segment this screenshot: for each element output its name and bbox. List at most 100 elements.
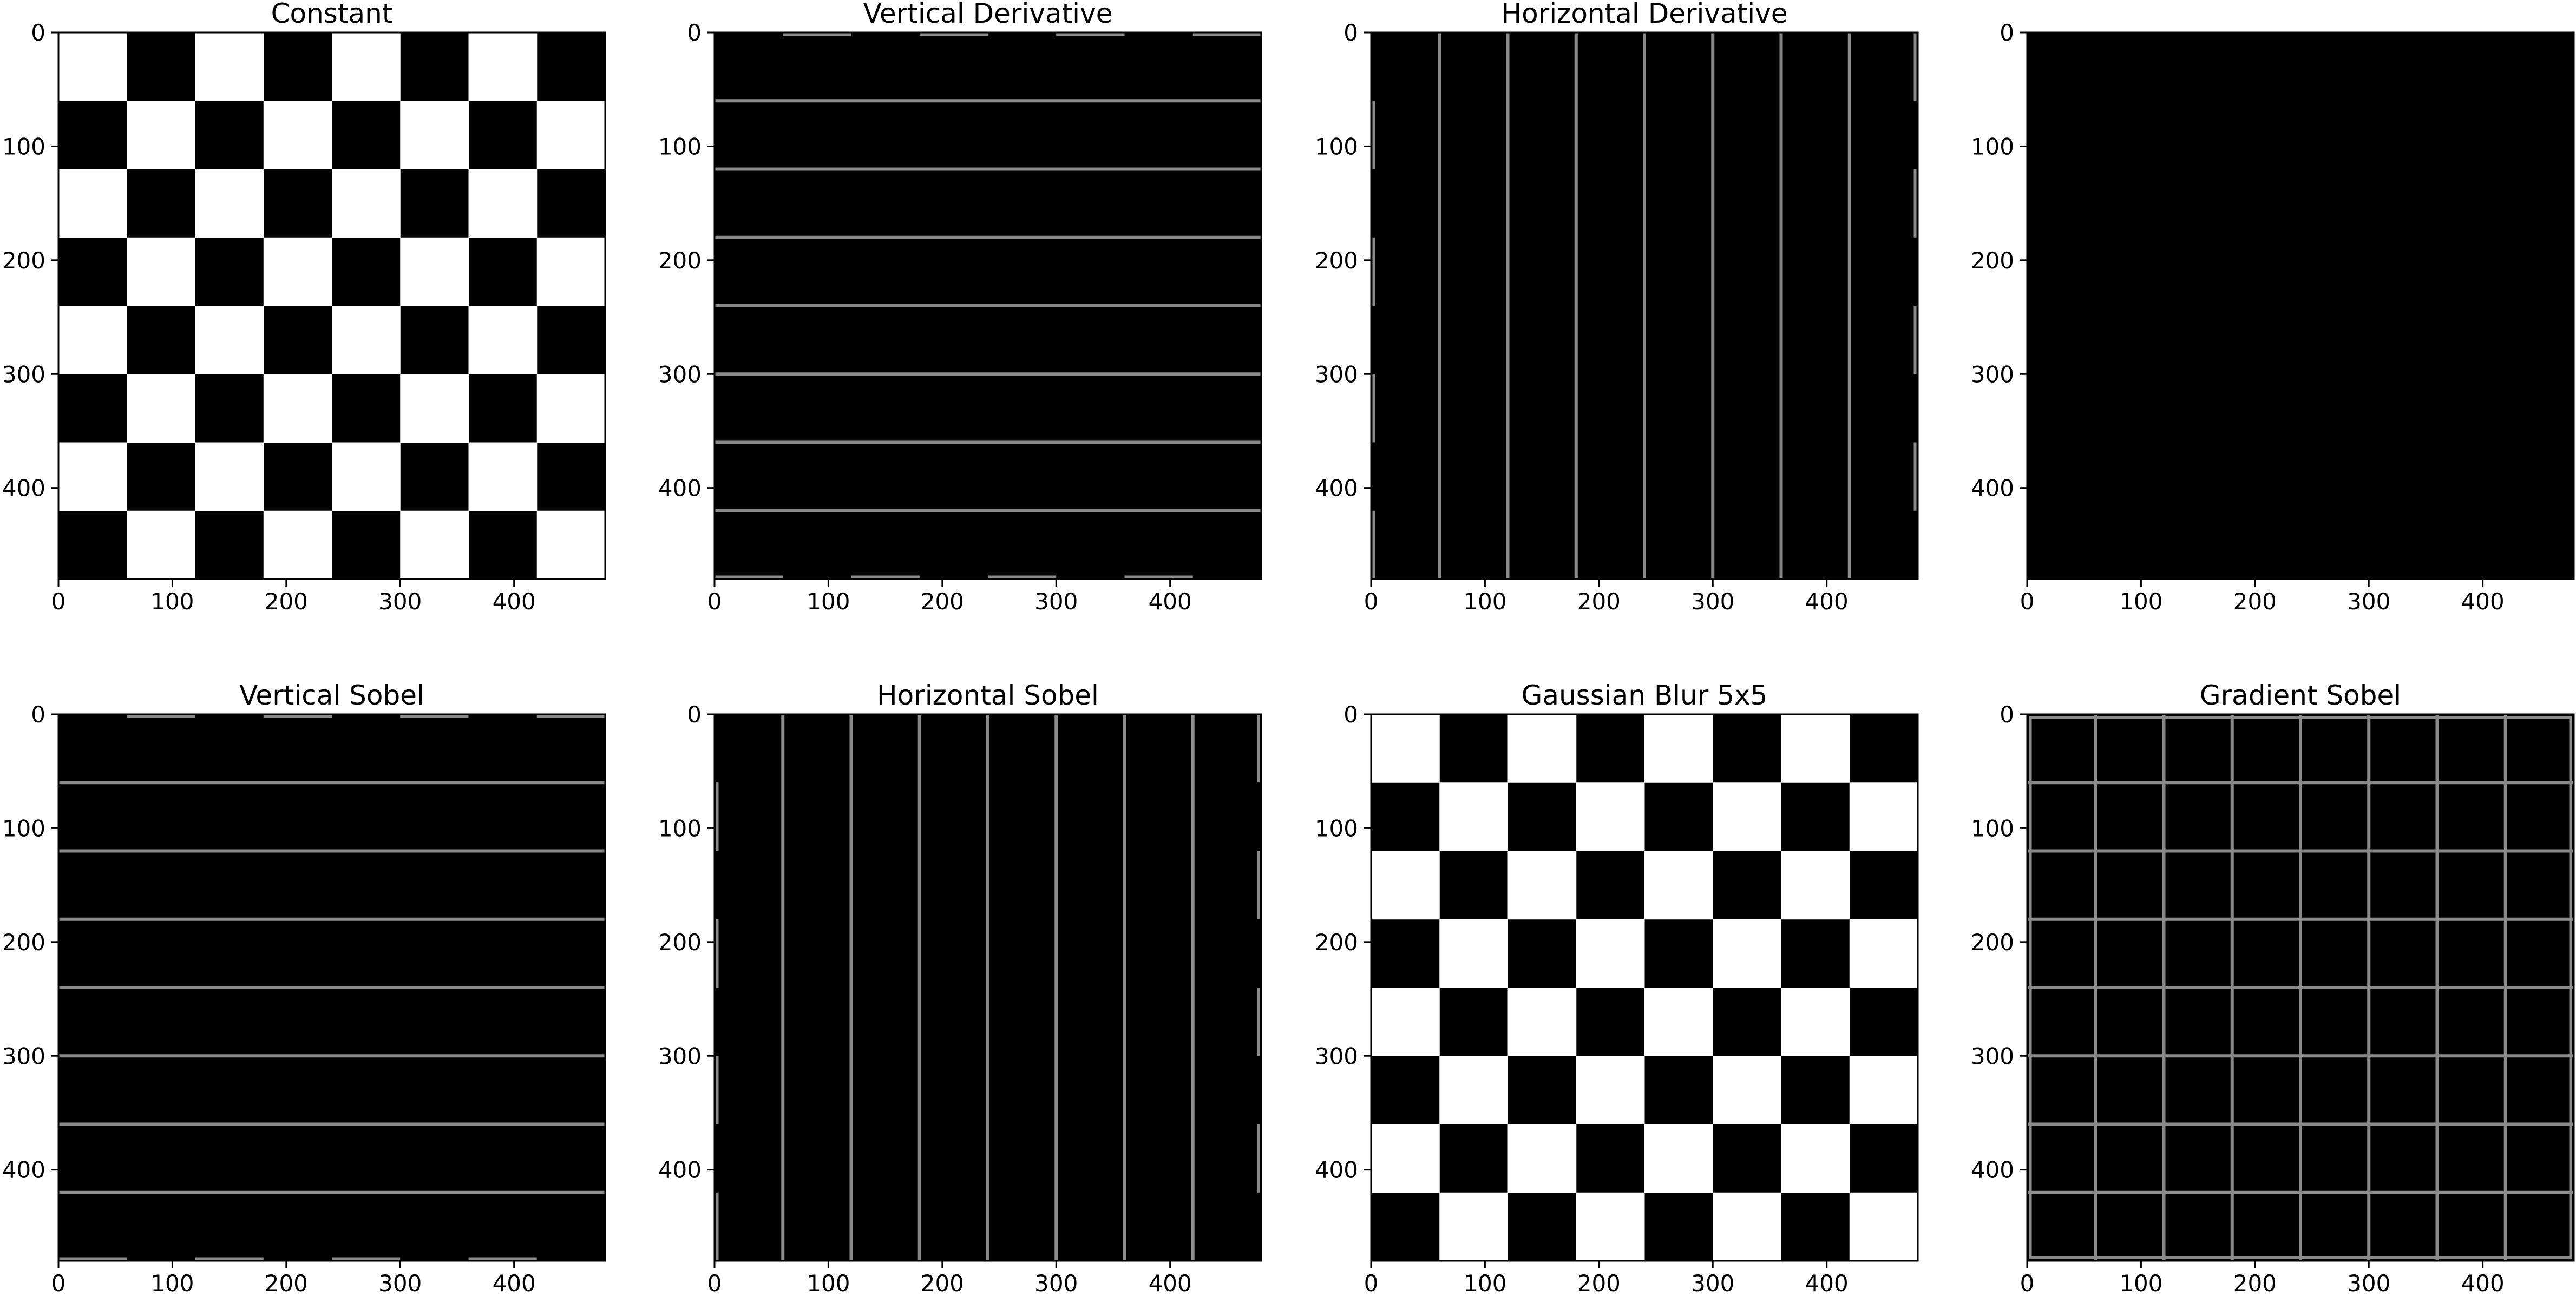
y-tick-label: 300 xyxy=(2,1043,45,1069)
y-tick-label: 100 xyxy=(658,815,702,841)
x-tick-label: 0 xyxy=(707,588,722,615)
x-tick-label: 100 xyxy=(150,588,194,615)
axes-frame xyxy=(713,31,1262,580)
x-tick-label: 100 xyxy=(1463,1270,1506,1296)
panel-title: Vertical Sobel xyxy=(239,680,424,711)
checker-cell xyxy=(1507,714,1577,783)
y-tick-label: 400 xyxy=(2,475,45,502)
checker-cell xyxy=(127,374,195,443)
checker-cell xyxy=(1507,988,1577,1056)
checker-cell xyxy=(468,169,538,238)
panel-6: Horizontal Sobel 0 100 200 300 400 0 100 200 300 4… xyxy=(658,680,1262,1296)
panel-title: Gaussian Blur 5x5 xyxy=(1522,680,1768,711)
checker-cell xyxy=(1713,782,1781,851)
checker-cell xyxy=(1439,1192,1508,1261)
y-tick-label: 200 xyxy=(1315,247,1358,274)
checker-cell xyxy=(536,374,606,443)
checker-cell xyxy=(263,510,332,580)
checker-cell xyxy=(1849,1056,1918,1124)
y-tick-label: 300 xyxy=(2,361,45,387)
checker-cell xyxy=(400,101,469,169)
checker-cell xyxy=(536,237,606,306)
x-tick-label: 200 xyxy=(265,1270,308,1296)
x-tick-label: 200 xyxy=(921,1270,964,1296)
panel-8: Gradient Sobel 0 100 200 300 400 0 100 200 300 400 xyxy=(1971,680,2575,1296)
checker-cell xyxy=(1507,851,1577,920)
checker-cell xyxy=(1371,988,1440,1056)
image-area xyxy=(2027,32,2574,579)
checker-cell xyxy=(1781,714,1850,783)
x-tick-label: 100 xyxy=(807,1270,850,1296)
y-tick-label: 100 xyxy=(658,133,702,160)
checker-cell xyxy=(468,442,538,511)
axes-frame xyxy=(1370,713,1919,1262)
checker-cell xyxy=(263,101,332,169)
y-tick-label: 200 xyxy=(2,247,45,274)
panel-title: Vertical Derivative xyxy=(863,0,1113,29)
panel-2: Vertical Derivative 0 100 200 300 400 0 100 200 3… xyxy=(658,0,1262,615)
checker-cell xyxy=(1644,851,1713,920)
axes-frame xyxy=(57,713,606,1262)
checker-cell xyxy=(536,101,606,169)
x-tick-label: 0 xyxy=(2020,1270,2035,1296)
y-tick-label: 400 xyxy=(1315,1157,1358,1183)
checker-cell xyxy=(1576,1192,1645,1261)
checker-cell xyxy=(1849,782,1918,851)
panel-title: Horizontal Derivative xyxy=(1502,0,1788,29)
checker-cell xyxy=(1781,1124,1850,1193)
checker-cell xyxy=(263,237,332,306)
y-tick-label: 0 xyxy=(31,19,45,46)
x-tick-label: 100 xyxy=(2119,1270,2162,1296)
y-tick-label: 400 xyxy=(658,1157,702,1183)
panel-3: Horizontal Derivative 0 100 200 300 400 0 100 20… xyxy=(1315,0,1919,615)
checker-cell xyxy=(1713,1056,1781,1124)
panel-5: Vertical Sobel 0 100 200 300 400 0 100 200 300 400 xyxy=(2,680,606,1296)
x-tick-label: 400 xyxy=(1805,588,1849,615)
x-tick-label: 300 xyxy=(1691,1270,1734,1296)
checker-cell xyxy=(58,32,127,101)
checker-cell xyxy=(1576,919,1645,988)
checker-cell xyxy=(195,32,264,101)
checker-cell xyxy=(1576,1056,1645,1124)
x-tick-label: 200 xyxy=(2233,1270,2277,1296)
y-tick-label: 200 xyxy=(1315,929,1358,956)
y-tick-label: 0 xyxy=(2000,701,2014,728)
y-tick-label: 300 xyxy=(1971,1043,2014,1069)
checker-cell xyxy=(400,237,469,306)
y-tick-label: 100 xyxy=(1971,815,2014,841)
checker-cell xyxy=(468,306,538,374)
y-tick-label: 100 xyxy=(1971,133,2014,160)
y-tick-label: 200 xyxy=(658,929,702,956)
y-tick-label: 400 xyxy=(2,1157,45,1183)
axes-frame xyxy=(57,31,606,580)
checker-cell xyxy=(195,442,264,511)
y-tick-label: 300 xyxy=(658,361,702,387)
checker-cell xyxy=(195,169,264,238)
checker-cell xyxy=(195,306,264,374)
checker-cell xyxy=(332,442,401,511)
x-tick-label: 300 xyxy=(2347,588,2390,615)
axes-frame xyxy=(2026,31,2575,580)
y-tick-label: 300 xyxy=(1315,1043,1358,1069)
checker-cell xyxy=(1644,988,1713,1056)
y-tick-label: 0 xyxy=(687,19,702,46)
x-tick-label: 400 xyxy=(493,588,536,615)
x-tick-label: 0 xyxy=(51,588,66,615)
x-tick-label: 0 xyxy=(1364,1270,1379,1296)
y-tick-label: 400 xyxy=(1971,475,2014,502)
x-tick-label: 100 xyxy=(1463,588,1506,615)
x-tick-label: 200 xyxy=(921,588,964,615)
panel-1: Constant 0 100 200 300 400 0 100 200 300 400 xyxy=(2,0,606,615)
x-tick-label: 0 xyxy=(51,1270,66,1296)
x-tick-label: 0 xyxy=(2020,588,2035,615)
checker-cell xyxy=(1713,1192,1781,1261)
x-tick-label: 400 xyxy=(1149,588,1192,615)
x-tick-label: 200 xyxy=(2233,588,2277,615)
x-tick-label: 300 xyxy=(2347,1270,2390,1296)
checker-cell xyxy=(127,237,195,306)
checker-cell xyxy=(263,374,332,443)
panel-title: Gradient Sobel xyxy=(2200,680,2401,711)
y-tick-label: 0 xyxy=(31,701,45,728)
checker-cell xyxy=(1507,1124,1577,1193)
checker-cell xyxy=(400,374,469,443)
